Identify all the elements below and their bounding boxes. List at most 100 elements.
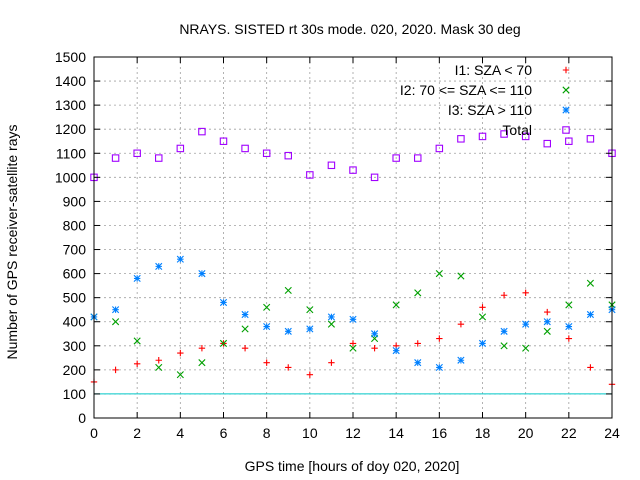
data-point <box>177 349 184 357</box>
data-point <box>219 339 228 347</box>
y-tick-label: 100 <box>63 386 87 402</box>
y-tick-label: 0 <box>78 410 86 426</box>
legend-marker <box>562 126 570 134</box>
y-tick-label: 1500 <box>55 49 86 65</box>
x-axis-label: GPS time [hours of doy 020, 2020] <box>245 458 460 474</box>
series-3 <box>90 255 616 372</box>
data-point <box>435 270 443 278</box>
data-point <box>521 132 530 141</box>
data-point <box>219 298 228 307</box>
series-4 <box>90 127 616 182</box>
data-point <box>198 270 206 278</box>
x-tick-label: 8 <box>263 425 271 441</box>
data-point <box>155 357 162 364</box>
data-point <box>133 149 141 158</box>
legend-label: I2: 70 <= SZA <= 110 <box>400 82 532 98</box>
data-point <box>586 279 595 287</box>
legend-marker <box>562 66 570 74</box>
data-point <box>370 173 379 182</box>
data-point <box>111 306 120 314</box>
data-point <box>155 363 163 372</box>
data-point <box>263 322 271 331</box>
y-tick-label: 300 <box>63 338 87 354</box>
data-point <box>586 310 595 319</box>
y-axis-label: Number of GPS receiver-satellite rays <box>4 125 20 360</box>
y-tick-label: 1000 <box>55 169 86 185</box>
legend-label: I1: SZA < 70 <box>455 62 533 78</box>
y-tick-label: 400 <box>63 314 87 330</box>
x-tick-label: 24 <box>604 425 620 441</box>
data-point <box>241 325 249 333</box>
data-point <box>565 301 573 309</box>
data-point <box>543 327 551 335</box>
data-point <box>349 344 357 352</box>
data-point <box>435 144 444 153</box>
data-point <box>522 344 530 352</box>
x-tick-label: 10 <box>302 425 318 441</box>
data-point <box>306 306 314 314</box>
data-point <box>478 339 487 347</box>
x-tick-label: 4 <box>176 425 184 441</box>
data-point <box>198 345 206 352</box>
y-tick-label: 800 <box>63 217 87 233</box>
data-point <box>414 340 421 347</box>
data-point <box>392 301 400 309</box>
data-point <box>306 371 314 378</box>
data-point <box>263 359 270 366</box>
data-point <box>349 166 357 174</box>
data-point <box>327 320 336 328</box>
data-point <box>435 363 443 372</box>
data-point <box>371 345 378 352</box>
data-point <box>198 127 206 136</box>
data-point <box>112 366 119 374</box>
series-2 <box>90 270 616 379</box>
y-tick-label: 1400 <box>55 73 86 89</box>
data-point <box>285 364 292 371</box>
chart-title: NRAYS. SISTED rt 30s mode. 020, 2020. Ma… <box>179 21 520 37</box>
x-tick-label: 20 <box>518 425 534 441</box>
y-tick-label: 700 <box>63 242 87 258</box>
data-point <box>306 325 314 333</box>
y-tick-label: 200 <box>63 362 87 378</box>
data-point <box>479 304 486 311</box>
data-point <box>392 154 400 162</box>
data-point <box>241 310 249 319</box>
data-point <box>306 171 314 179</box>
x-tick-label: 14 <box>388 425 404 441</box>
data-point <box>500 130 508 138</box>
data-point <box>284 327 292 335</box>
data-point <box>586 135 595 143</box>
data-point <box>565 322 573 331</box>
data-point <box>587 364 594 371</box>
legend-marker <box>562 106 570 114</box>
data-point <box>457 356 465 364</box>
data-point <box>500 327 508 335</box>
data-point <box>436 335 443 342</box>
x-tick-label: 22 <box>561 425 577 441</box>
x-tick-label: 0 <box>90 425 98 441</box>
data-point <box>392 347 400 355</box>
data-point <box>565 335 573 342</box>
data-point <box>176 144 185 153</box>
x-tick-label: 2 <box>133 425 141 441</box>
ticks: 0 2 4 6 8 10 12 14 16 18 20 22 240100200300400500600… <box>55 49 620 441</box>
x-tick-label: 16 <box>432 425 448 441</box>
data-point <box>414 359 422 367</box>
x-tick-label: 12 <box>345 425 361 441</box>
data-point <box>241 345 249 352</box>
data-point <box>478 313 487 321</box>
grid <box>93 56 613 419</box>
data-point <box>327 161 336 170</box>
data-point <box>176 255 184 263</box>
data-point <box>349 315 357 323</box>
x-tick-label: 18 <box>475 425 491 441</box>
data-point <box>457 320 465 328</box>
y-tick-label: 500 <box>63 290 87 306</box>
data-point <box>133 274 141 283</box>
data-point <box>522 320 530 328</box>
y-tick-label: 1300 <box>55 97 86 113</box>
data-point <box>327 313 336 321</box>
data-point <box>133 360 141 368</box>
data-point <box>263 303 271 311</box>
